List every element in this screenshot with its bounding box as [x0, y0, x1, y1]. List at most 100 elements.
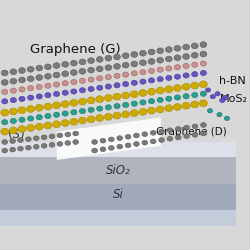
Ellipse shape: [192, 92, 198, 98]
Ellipse shape: [92, 148, 98, 153]
Ellipse shape: [53, 72, 60, 78]
Ellipse shape: [166, 66, 172, 71]
Ellipse shape: [191, 43, 198, 49]
Ellipse shape: [131, 61, 138, 67]
Ellipse shape: [183, 94, 189, 99]
Ellipse shape: [105, 105, 112, 110]
Ellipse shape: [210, 94, 216, 99]
Ellipse shape: [182, 102, 190, 109]
Ellipse shape: [44, 103, 52, 110]
Ellipse shape: [159, 129, 164, 134]
Ellipse shape: [10, 78, 17, 84]
Ellipse shape: [184, 134, 190, 138]
Ellipse shape: [217, 112, 222, 117]
Ellipse shape: [200, 123, 206, 127]
Ellipse shape: [174, 46, 181, 51]
Bar: [0, 157, 236, 184]
Ellipse shape: [36, 75, 43, 80]
Bar: [0, 184, 236, 210]
Ellipse shape: [19, 87, 25, 92]
Ellipse shape: [148, 58, 155, 64]
Ellipse shape: [167, 128, 173, 132]
Ellipse shape: [52, 102, 60, 109]
Ellipse shape: [2, 140, 8, 144]
Ellipse shape: [96, 66, 103, 72]
Ellipse shape: [88, 86, 94, 92]
Ellipse shape: [156, 106, 164, 113]
Ellipse shape: [1, 80, 8, 85]
Ellipse shape: [183, 64, 189, 68]
Ellipse shape: [2, 148, 8, 153]
Ellipse shape: [192, 62, 198, 67]
Ellipse shape: [52, 121, 60, 128]
Ellipse shape: [166, 75, 172, 80]
Ellipse shape: [174, 95, 180, 100]
Ellipse shape: [157, 67, 163, 72]
Ellipse shape: [130, 110, 138, 116]
Ellipse shape: [122, 92, 130, 99]
Ellipse shape: [1, 109, 9, 116]
Ellipse shape: [165, 105, 173, 112]
Ellipse shape: [105, 55, 112, 61]
Ellipse shape: [88, 67, 94, 73]
Text: (S): (S): [8, 128, 26, 141]
Ellipse shape: [165, 86, 173, 93]
Ellipse shape: [71, 80, 77, 84]
Polygon shape: [57, 118, 161, 160]
Ellipse shape: [62, 62, 68, 67]
Ellipse shape: [176, 135, 181, 140]
Ellipse shape: [2, 120, 8, 125]
Ellipse shape: [27, 76, 34, 82]
Bar: [0, 210, 236, 226]
Ellipse shape: [10, 108, 17, 115]
Ellipse shape: [122, 102, 129, 108]
Ellipse shape: [28, 95, 34, 100]
Text: Graphene (G): Graphene (G): [30, 43, 121, 56]
Ellipse shape: [61, 120, 69, 126]
Ellipse shape: [200, 100, 207, 107]
Ellipse shape: [27, 106, 34, 112]
Ellipse shape: [34, 136, 39, 140]
Ellipse shape: [131, 80, 137, 86]
Ellipse shape: [130, 91, 138, 98]
Ellipse shape: [114, 104, 120, 109]
Ellipse shape: [97, 106, 103, 111]
Ellipse shape: [176, 126, 181, 131]
Ellipse shape: [167, 136, 173, 141]
Ellipse shape: [108, 137, 114, 142]
Ellipse shape: [224, 116, 230, 120]
Ellipse shape: [105, 65, 112, 70]
Ellipse shape: [36, 94, 42, 99]
Ellipse shape: [80, 78, 86, 84]
Ellipse shape: [10, 147, 16, 152]
Ellipse shape: [200, 61, 206, 66]
Ellipse shape: [36, 84, 42, 89]
Ellipse shape: [131, 71, 137, 76]
Ellipse shape: [61, 101, 69, 107]
Ellipse shape: [87, 116, 95, 123]
Ellipse shape: [192, 124, 198, 129]
Ellipse shape: [191, 52, 198, 58]
Ellipse shape: [19, 117, 25, 122]
Ellipse shape: [97, 76, 103, 81]
Ellipse shape: [191, 82, 199, 89]
Ellipse shape: [100, 138, 106, 143]
Ellipse shape: [88, 77, 94, 82]
Ellipse shape: [122, 82, 129, 87]
Ellipse shape: [10, 139, 16, 143]
Ellipse shape: [80, 88, 86, 93]
Ellipse shape: [200, 70, 206, 75]
Ellipse shape: [140, 70, 146, 75]
Ellipse shape: [117, 136, 122, 140]
Ellipse shape: [71, 110, 77, 115]
Ellipse shape: [2, 99, 8, 104]
Ellipse shape: [140, 50, 146, 56]
Ellipse shape: [134, 133, 139, 138]
Ellipse shape: [18, 146, 23, 151]
Ellipse shape: [88, 58, 94, 64]
Text: MoS₂: MoS₂: [220, 94, 248, 104]
Ellipse shape: [70, 70, 77, 75]
Ellipse shape: [65, 132, 71, 137]
Ellipse shape: [182, 84, 190, 90]
Ellipse shape: [34, 144, 39, 149]
